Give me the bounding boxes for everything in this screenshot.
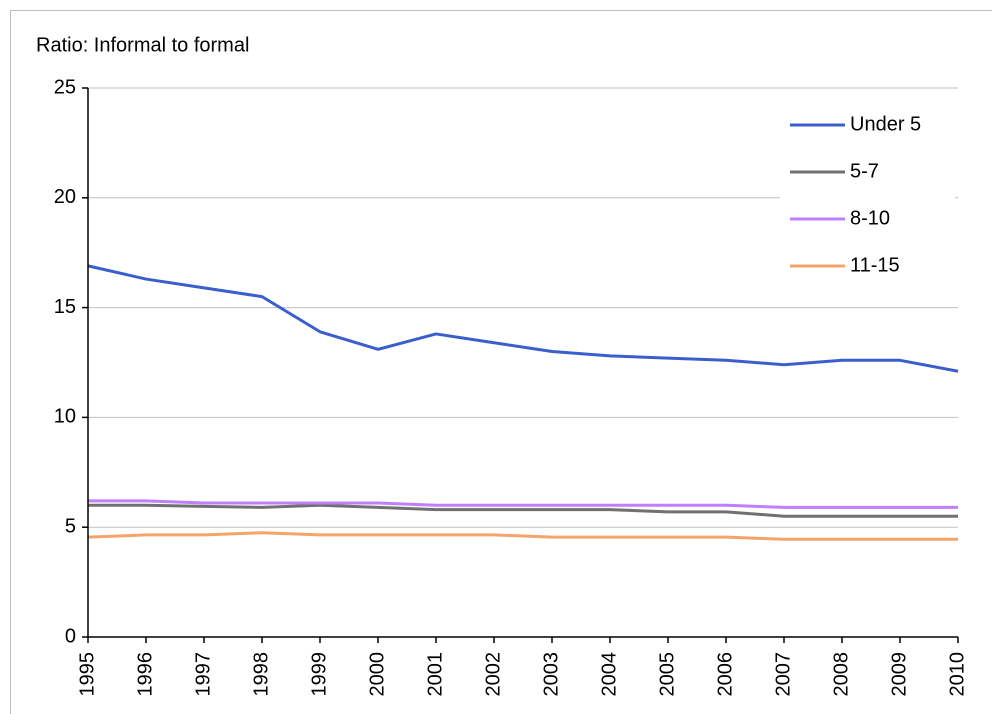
y-tick-label: 20 <box>54 186 76 208</box>
series-line <box>88 499 958 509</box>
x-tick-label: 2008 <box>830 652 852 697</box>
x-tick-label: 2000 <box>366 652 388 697</box>
y-tick-label: 5 <box>65 515 76 537</box>
series-line <box>87 531 958 541</box>
series-line <box>88 503 958 518</box>
x-tick-label: 1999 <box>308 652 330 697</box>
x-tick-label: 2004 <box>598 652 620 697</box>
x-tick-label: 2002 <box>482 652 504 697</box>
x-tick-label: 2006 <box>714 652 736 697</box>
legend: Under 5 5-7 8-10 11-15 <box>780 102 955 292</box>
legend-box <box>780 102 955 292</box>
x-tick-label: 1997 <box>192 652 214 697</box>
y-axis-label: Ratio: Informal to formal <box>36 34 249 56</box>
y-tick-label: 0 <box>65 625 76 647</box>
x-tick-label: 2003 <box>540 652 562 697</box>
lines <box>87 264 959 541</box>
x-tick-label: 2010 <box>946 652 968 697</box>
legend-label: Under 5 <box>850 113 921 135</box>
series-line <box>87 264 959 373</box>
y-tick-label: 15 <box>54 296 76 318</box>
x-tick-label: 2001 <box>424 652 446 697</box>
x-tick-label: 1995 <box>76 652 98 697</box>
legend-label: 8-10 <box>850 207 890 229</box>
y-tick-label: 25 <box>54 76 76 98</box>
x-tick-label: 1998 <box>250 652 272 697</box>
x-tick-label: 2005 <box>656 652 678 697</box>
legend-label: 5-7 <box>850 160 879 182</box>
x-tick-label: 2009 <box>888 652 910 697</box>
legend-label: 11-15 <box>850 254 900 276</box>
x-tick-label: 2007 <box>772 652 794 697</box>
axes: 0 5 10 15 20 25 1995 1996 1997 1998 1999 2000 2001 20… <box>54 76 969 696</box>
y-tick-label: 10 <box>54 406 76 428</box>
x-tick-label: 1996 <box>134 652 156 697</box>
